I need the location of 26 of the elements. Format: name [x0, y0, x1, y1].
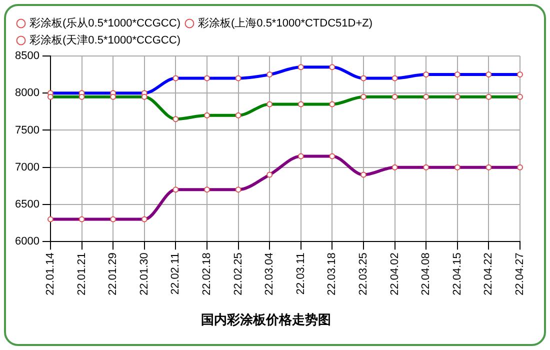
y-tick-label: 8000: [14, 87, 40, 100]
y-tick-label: 8500: [14, 50, 40, 62]
x-tick-label: 22.03.11: [294, 252, 307, 295]
x-tick-label: 22.02.18: [201, 252, 214, 296]
x-tick-label: 22.01.21: [76, 252, 88, 296]
legend-label: 彩涂板(天津0.5*1000*CCGCC): [30, 34, 180, 47]
x-tick-label: 22.04.27: [514, 252, 526, 296]
text: 国内彩涂板价格走势图: [201, 312, 331, 327]
x-tick-label: 22.02.25: [232, 252, 244, 296]
x-tick-label: 22.03.18: [326, 252, 338, 296]
x-tick-label: 22.01.30: [138, 252, 150, 296]
x-tick-label: 22.04.08: [420, 252, 432, 296]
y-tick-label: 7500: [14, 124, 40, 136]
y-tick-label: 7000: [14, 161, 40, 174]
x-tick-label: 22.03.25: [358, 252, 370, 296]
x-tick-label: 22.04.15: [451, 252, 464, 296]
x-tick-label: 22.01.14: [44, 252, 56, 296]
x-tick-label: 22.02.11: [170, 252, 182, 295]
y-tick-label: 6500: [14, 198, 40, 210]
x-tick-label: 22.04.22: [482, 252, 495, 296]
y-tick-label: 6000: [14, 236, 40, 248]
x-tick-label: 22.01.29: [107, 252, 120, 296]
legend-label: 彩涂板(乐从0.5*1000*CCGCC): [30, 16, 180, 30]
x-tick-label: 22.03.04: [264, 252, 276, 296]
legend-label: 彩涂板(上海0.5*1000*CTDC51D+Z): [198, 16, 373, 30]
x-tick-label: 22.04.02: [388, 252, 401, 296]
